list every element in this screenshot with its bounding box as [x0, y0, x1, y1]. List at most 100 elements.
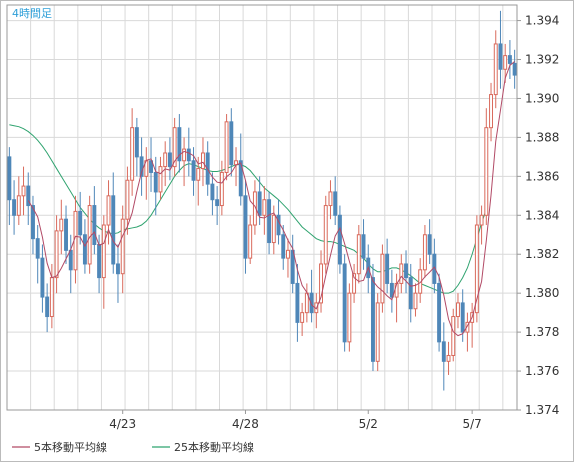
candle — [380, 244, 385, 313]
candle — [493, 30, 498, 109]
candle — [248, 215, 253, 264]
candle — [489, 82, 493, 142]
candle-body-up — [375, 302, 380, 362]
candle-body-up — [319, 263, 323, 304]
candle — [413, 283, 418, 317]
candle-body-up — [54, 230, 59, 279]
candle-body-down — [295, 282, 300, 323]
candle — [172, 117, 177, 177]
candle — [507, 40, 512, 79]
candle — [479, 205, 484, 245]
candle-body-up — [271, 214, 276, 244]
candle-body-down — [177, 127, 182, 162]
candle-body-up — [352, 273, 357, 294]
candle-body-up — [120, 218, 125, 275]
candle — [465, 312, 470, 352]
candle — [12, 180, 17, 235]
candle-body-down — [441, 341, 446, 362]
candle — [149, 137, 153, 192]
candle — [456, 293, 460, 329]
candle — [26, 172, 31, 226]
candle — [196, 156, 201, 206]
candle-body-up — [219, 171, 224, 207]
candle-body-up — [106, 195, 111, 226]
candle-body-down — [267, 199, 272, 244]
candle-body-down — [68, 249, 73, 271]
candle-body-down — [153, 171, 158, 193]
x-tick-label: 4/28 — [232, 417, 259, 431]
y-tick-label: 1.380 — [525, 286, 559, 300]
candle-body-down — [134, 127, 139, 158]
candle-body-up — [323, 205, 328, 265]
candle-body-up — [87, 205, 92, 265]
candle — [35, 225, 40, 284]
candle-body-up — [474, 224, 479, 314]
candle-body-up — [503, 55, 508, 70]
candle-body-up — [380, 253, 385, 304]
candle-body-down — [116, 263, 120, 275]
candle-body-down — [309, 292, 314, 314]
candle-body-up — [201, 152, 205, 170]
candle — [309, 269, 314, 323]
candle-body-down — [31, 205, 35, 240]
chart-title: 4時間足 — [12, 7, 52, 20]
candle — [323, 195, 328, 274]
candle-body-down — [512, 62, 517, 76]
candle — [134, 117, 139, 177]
candle-body-up — [422, 234, 427, 271]
candle — [243, 180, 248, 274]
candle — [78, 191, 83, 245]
candle — [153, 156, 158, 216]
candle-body-up — [399, 263, 404, 284]
candle — [92, 186, 97, 255]
candle — [224, 114, 229, 181]
candle — [16, 176, 21, 226]
candle-body-down — [97, 243, 102, 279]
candle — [229, 108, 234, 177]
candle-body-down — [498, 43, 503, 70]
candle-body-up — [484, 127, 489, 216]
candle — [441, 322, 446, 391]
candle — [130, 108, 135, 196]
candle-body-down — [191, 160, 196, 181]
candle — [267, 191, 272, 255]
candle — [319, 250, 323, 313]
candle — [422, 225, 427, 278]
candle-body-up — [158, 166, 163, 193]
candle — [182, 137, 187, 187]
candle-body-down — [78, 210, 83, 236]
candle-body-down — [12, 199, 17, 216]
candle-body-up — [196, 168, 201, 181]
candle — [352, 263, 357, 303]
y-tick-label: 1.378 — [525, 325, 559, 339]
candle — [139, 137, 144, 196]
candle-body-up — [451, 316, 456, 356]
candle-body-down — [281, 234, 286, 259]
candle — [87, 195, 92, 274]
candle-body-up — [413, 292, 418, 310]
candle-body-down — [342, 263, 347, 343]
candle-body-up — [163, 152, 168, 168]
candle — [59, 199, 64, 255]
candle-body-down — [257, 191, 262, 216]
plot-area-border — [6, 4, 518, 411]
candle-body-up — [234, 160, 238, 166]
candle — [404, 250, 408, 294]
candle-body-up — [224, 121, 229, 173]
candle-body-down — [167, 152, 172, 168]
candle — [399, 254, 404, 294]
candle-body-down — [186, 148, 191, 162]
candle — [210, 172, 215, 216]
candle-body-up — [125, 179, 130, 220]
candle — [361, 219, 366, 270]
candle — [342, 254, 347, 352]
candle-body-up — [356, 234, 361, 275]
legend-ma25-label: 25本移動平均線 — [174, 440, 254, 454]
candle — [45, 283, 50, 333]
candle-body-down — [361, 234, 366, 259]
candle-body-down — [35, 238, 40, 259]
candle — [451, 308, 456, 362]
candle-body-down — [7, 156, 12, 201]
candle — [356, 225, 361, 284]
candle — [167, 137, 172, 181]
